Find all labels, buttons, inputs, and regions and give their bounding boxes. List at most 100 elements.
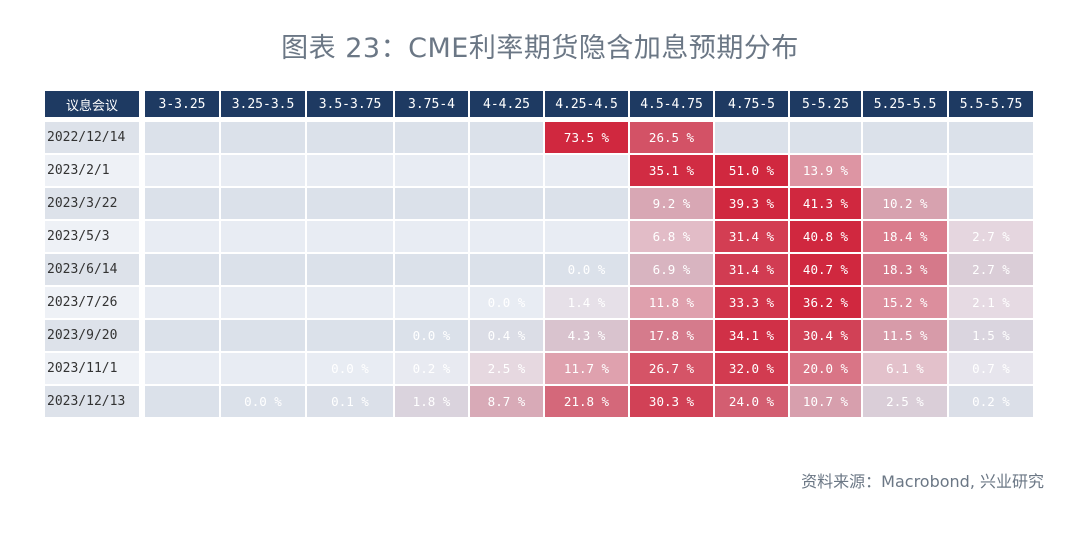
heatmap-cell (545, 155, 628, 186)
heatmap-cell: 24.0 % (715, 386, 788, 417)
heatmap-cell (145, 287, 219, 318)
heatmap-cell (545, 188, 628, 219)
heatmap-cell (715, 122, 788, 153)
heatmap-cell: 51.0 % (715, 155, 788, 186)
chart-title: 图表 23：CME利率期货隐含加息预期分布 (281, 33, 799, 64)
heatmap-cell (307, 287, 393, 318)
heatmap-cell (221, 188, 305, 219)
heatmap-cell (145, 122, 219, 153)
row-label: 2023/9/20 (45, 320, 139, 351)
heatmap-cell: 11.8 % (630, 287, 713, 318)
heatmap-cell: 0.0 % (470, 287, 543, 318)
heatmap-cell: 26.7 % (630, 353, 713, 384)
heatmap-cell: 0.2 % (949, 386, 1033, 417)
heatmap-cell (395, 155, 468, 186)
heatmap-cell (307, 188, 393, 219)
heatmap-cell: 17.8 % (630, 320, 713, 351)
heatmap-cell (395, 188, 468, 219)
heatmap-cell (395, 122, 468, 153)
heatmap-table: 议息会议 3-3.25 3.25-3.5 3.5-3.75 3.75-4 4-4.25 4.… (45, 91, 1033, 417)
heatmap-cell (949, 122, 1033, 153)
heatmap-cell (790, 122, 861, 153)
row-label: 2023/12/13 (45, 386, 139, 417)
heatmap-cell (307, 155, 393, 186)
heatmap-cell: 0.2 % (395, 353, 468, 384)
heatmap-cell: 13.9 % (790, 155, 861, 186)
heatmap-cell: 1.5 % (949, 320, 1033, 351)
heatmap-cell: 2.7 % (949, 254, 1033, 285)
heatmap-cell (545, 221, 628, 252)
heatmap-cell: 40.8 % (790, 221, 861, 252)
heatmap-cell (470, 254, 543, 285)
heatmap-cell: 8.7 % (470, 386, 543, 417)
column-header: 3.75-4 (395, 91, 468, 117)
heatmap-cell (145, 320, 219, 351)
heatmap-cell: 0.4 % (470, 320, 543, 351)
heatmap-cell: 32.0 % (715, 353, 788, 384)
heatmap-cell: 26.5 % (630, 122, 713, 153)
heatmap-cell: 9.2 % (630, 188, 713, 219)
heatmap-cell (307, 254, 393, 285)
heatmap-cell: 0.0 % (221, 386, 305, 417)
heatmap-cell (221, 221, 305, 252)
column-header: 4.5-4.75 (630, 91, 713, 117)
heatmap-cell (145, 155, 219, 186)
heatmap-cell: 41.3 % (790, 188, 861, 219)
column-header: 4.75-5 (715, 91, 788, 117)
heatmap-cell: 18.3 % (863, 254, 947, 285)
row-label: 2023/3/22 (45, 188, 139, 219)
heatmap-cell: 2.7 % (949, 221, 1033, 252)
heatmap-cell: 0.0 % (545, 254, 628, 285)
heatmap-cell: 36.2 % (790, 287, 861, 318)
heatmap-cell (949, 155, 1033, 186)
heatmap-cell: 2.1 % (949, 287, 1033, 318)
column-header: 3.5-3.75 (307, 91, 393, 117)
heatmap-cell: 6.9 % (630, 254, 713, 285)
column-header: 3.25-3.5 (221, 91, 305, 117)
heatmap-cell: 0.7 % (949, 353, 1033, 384)
heatmap-cell (221, 155, 305, 186)
heatmap-cell: 20.0 % (790, 353, 861, 384)
heatmap-cell: 15.2 % (863, 287, 947, 318)
heatmap-cell (221, 287, 305, 318)
heatmap-cell (221, 254, 305, 285)
heatmap-cell: 0.0 % (395, 320, 468, 351)
heatmap-cell (395, 221, 468, 252)
column-header: 4.25-4.5 (545, 91, 628, 117)
header-corner: 议息会议 (45, 91, 139, 117)
source-note: 资料来源：Macrobond, 兴业研究 (801, 472, 1044, 491)
heatmap-cell (145, 188, 219, 219)
heatmap-cell: 34.1 % (715, 320, 788, 351)
heatmap-cell (145, 254, 219, 285)
heatmap-cell: 73.5 % (545, 122, 628, 153)
heatmap-cell (395, 254, 468, 285)
heatmap-cell: 10.7 % (790, 386, 861, 417)
heatmap-cell: 4.3 % (545, 320, 628, 351)
column-header: 5.25-5.5 (863, 91, 947, 117)
heatmap-cell: 33.3 % (715, 287, 788, 318)
heatmap-cell (307, 320, 393, 351)
heatmap-cell (395, 287, 468, 318)
row-label: 2023/2/1 (45, 155, 139, 186)
heatmap-cell: 31.4 % (715, 221, 788, 252)
heatmap-cell: 1.4 % (545, 287, 628, 318)
heatmap-cell: 30.3 % (630, 386, 713, 417)
row-label: 2023/5/3 (45, 221, 139, 252)
heatmap-cell (470, 188, 543, 219)
heatmap-cell: 1.8 % (395, 386, 468, 417)
heatmap-cell: 40.7 % (790, 254, 861, 285)
heatmap-cell (221, 353, 305, 384)
heatmap-cell (145, 353, 219, 384)
heatmap-cell (307, 122, 393, 153)
heatmap-cell (307, 221, 393, 252)
heatmap-cell: 11.5 % (863, 320, 947, 351)
heatmap-cell (863, 122, 947, 153)
heatmap-cell: 11.7 % (545, 353, 628, 384)
column-header: 5.5-5.75 (949, 91, 1033, 117)
heatmap-cell: 31.4 % (715, 254, 788, 285)
heatmap-cell (470, 221, 543, 252)
heatmap-cell (221, 320, 305, 351)
heatmap-cell: 35.1 % (630, 155, 713, 186)
heatmap-cell: 10.2 % (863, 188, 947, 219)
row-label: 2023/6/14 (45, 254, 139, 285)
